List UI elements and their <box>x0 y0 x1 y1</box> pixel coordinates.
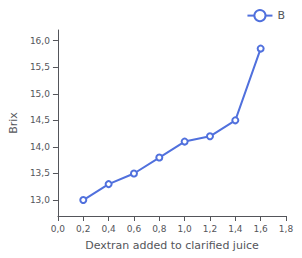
svg-text:15,0: 15,0 <box>30 89 50 99</box>
svg-text:13,5: 13,5 <box>30 168 50 178</box>
svg-text:14,5: 14,5 <box>30 115 50 125</box>
svg-text:14,0: 14,0 <box>30 142 50 152</box>
svg-text:Brix: Brix <box>7 112 20 134</box>
svg-text:Dextran added to clarified jui: Dextran added to clarified juice <box>85 239 259 252</box>
svg-text:1,4: 1,4 <box>228 224 243 234</box>
svg-text:0,6: 0,6 <box>127 224 142 234</box>
svg-text:15,5: 15,5 <box>30 62 50 72</box>
svg-text:0,4: 0,4 <box>101 224 116 234</box>
svg-text:1,6: 1,6 <box>253 224 268 234</box>
svg-text:B: B <box>277 9 285 22</box>
svg-text:1,8: 1,8 <box>279 224 294 234</box>
svg-text:1,2: 1,2 <box>203 224 217 234</box>
svg-text:1,0: 1,0 <box>177 224 192 234</box>
svg-text:0,0: 0,0 <box>51 224 66 234</box>
svg-text:0,2: 0,2 <box>76 224 90 234</box>
svg-text:0,8: 0,8 <box>152 224 167 234</box>
svg-text:16,0: 16,0 <box>30 36 50 46</box>
svg-text:13,0: 13,0 <box>30 195 50 205</box>
